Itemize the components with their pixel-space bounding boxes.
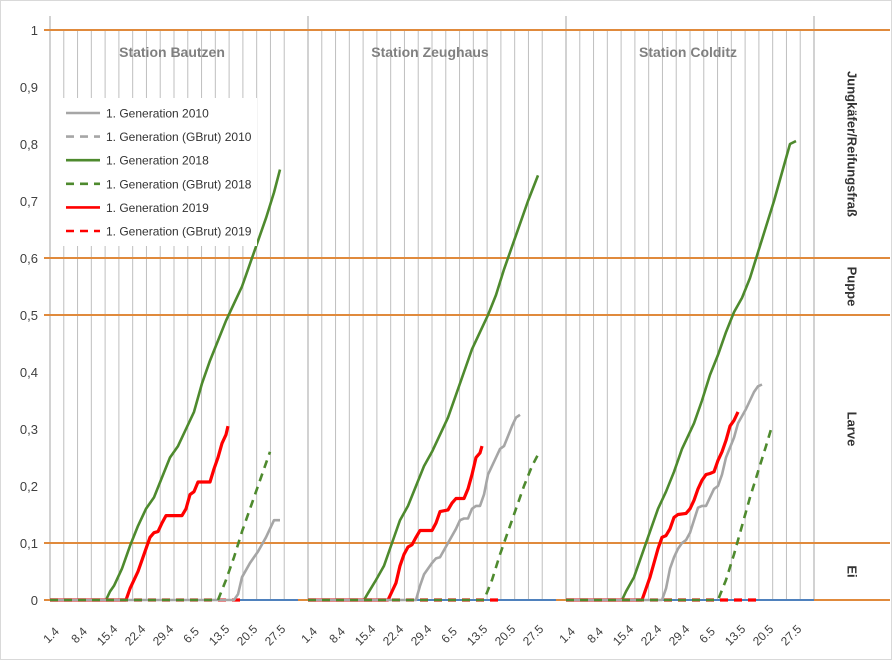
legend-label: 1. Generation 2010 [106,107,209,121]
y-tick-label: 0,1 [20,536,38,551]
legend-label: 1. Generation (GBrut) 2018 [106,177,252,191]
series-line-2018-gbrut [308,453,540,602]
stage-label: Jungkäfer/Reifungsfraß [845,71,860,217]
series-line-2010 [50,518,280,602]
panel-titles: Station Bautzen Station Zeughaus Station C… [119,44,737,60]
series-line-2018 [50,169,282,602]
series-line-2018-gbrut [50,451,272,602]
y-tick-label: 0 [31,593,38,608]
series-line-2010 [308,413,521,602]
series-line-2019 [50,425,230,602]
panel-title: Station Zeughaus [371,44,489,60]
y-tick-label: 1 [31,23,38,38]
y-tick-label: 0,3 [20,422,38,437]
y-tick-label: 0,5 [20,308,38,323]
series-line-2019 [308,445,484,602]
series-line-2010 [566,383,763,602]
y-tick-label: 0,7 [20,194,38,209]
legend-label: 1. Generation 2019 [106,201,209,215]
series-line-2019 [566,411,740,602]
stage-labels: Jungkäfer/Reifungsfraß Puppe Larve Ei [845,71,860,578]
series-lines [50,139,814,602]
series-line-2018 [566,139,797,602]
panel-title: Station Colditz [639,44,737,60]
series-line-2018-gbrut [566,425,774,602]
legend-label: 1. Generation (GBrut) 2019 [106,225,252,239]
y-tick-label: 0,8 [20,137,38,152]
y-tick-labels: 1 0,9 0,8 0,7 0,6 0,5 0,4 0,3 0,2 0,1 0 [20,23,38,608]
panel-borders [49,16,815,600]
y-tick-label: 0,4 [20,365,38,380]
legend: 1. Generation 2010 1. Generation (GBrut) … [57,98,257,246]
legend-label: 1. Generation (GBrut) 2010 [106,130,252,144]
series-line-2018 [308,174,540,602]
stage-label: Larve [845,412,860,447]
panel-title: Station Bautzen [119,44,225,60]
y-tick-label: 0,9 [20,80,38,95]
stage-label: Puppe [845,267,860,307]
y-tick-label: 0,6 [20,251,38,266]
y-tick-label: 0,2 [20,479,38,494]
stage-label: Ei [845,565,860,577]
legend-box [57,98,257,246]
legend-label: 1. Generation 2018 [106,154,209,168]
